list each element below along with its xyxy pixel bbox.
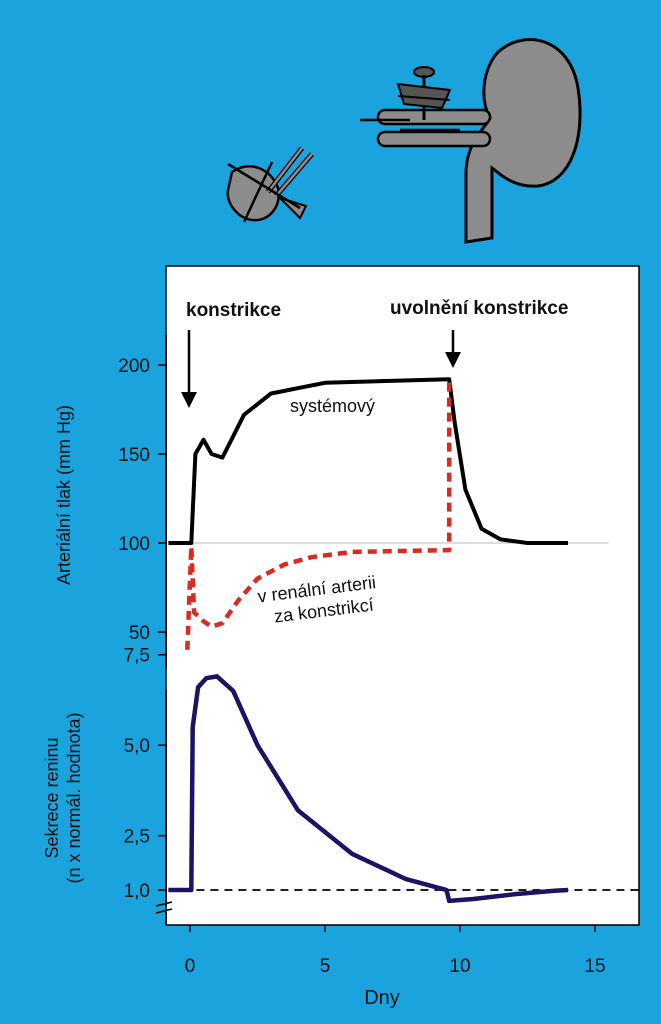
x-tick-label: 0 xyxy=(185,956,196,977)
renin-y-tick-label: 1,0 xyxy=(124,881,150,902)
pressure-y-tick-label: 150 xyxy=(118,445,150,466)
series-renin-line xyxy=(168,674,569,904)
pressure-y-tick-label: 100 xyxy=(118,534,150,555)
clamped-artery-icon xyxy=(360,108,492,148)
clamp-screw-icon xyxy=(396,66,452,120)
renin-y-tick-label: 2,5 xyxy=(124,827,150,848)
pressure-y-tick-label: 200 xyxy=(118,356,150,377)
pressure-y-axis-label: Arteriální tlak (mm Hg) xyxy=(54,405,74,585)
constriction-annotation: konstrikce xyxy=(186,300,281,321)
series-systemic-line xyxy=(168,377,568,545)
series-renal-line xyxy=(185,379,452,650)
renin-y-ticks: 1,0 2,5 5,0 7,5 xyxy=(124,646,166,902)
systemic-series-label: systémový xyxy=(290,396,375,416)
renin-y-axis-label-line2: (n x normál. hodnota) xyxy=(64,712,84,883)
kidney-illustration xyxy=(360,38,582,244)
x-tick-label: 15 xyxy=(584,956,605,977)
release-arrow-icon xyxy=(445,330,461,368)
axis-break-icon xyxy=(155,901,173,914)
x-tick-label: 5 xyxy=(320,956,331,977)
renin-y-tick-label: 5,0 xyxy=(124,736,150,757)
x-axis-label: Dny xyxy=(364,987,400,1009)
x-tick-label: 10 xyxy=(449,956,470,977)
renin-y-tick-label: 7,5 xyxy=(124,646,150,667)
removed-kidney-icon xyxy=(226,146,314,223)
x-axis-ticks: 0 5 10 15 xyxy=(185,925,606,977)
pressure-y-tick-label: 50 xyxy=(129,623,150,644)
plot-area xyxy=(165,265,640,926)
pressure-y-ticks: 50 100 150 200 xyxy=(118,356,166,644)
constriction-arrow-icon xyxy=(181,330,197,408)
release-annotation: uvolnění konstrikce xyxy=(390,298,568,319)
renin-y-axis-label-line1: Sekrece reninu xyxy=(42,737,62,858)
